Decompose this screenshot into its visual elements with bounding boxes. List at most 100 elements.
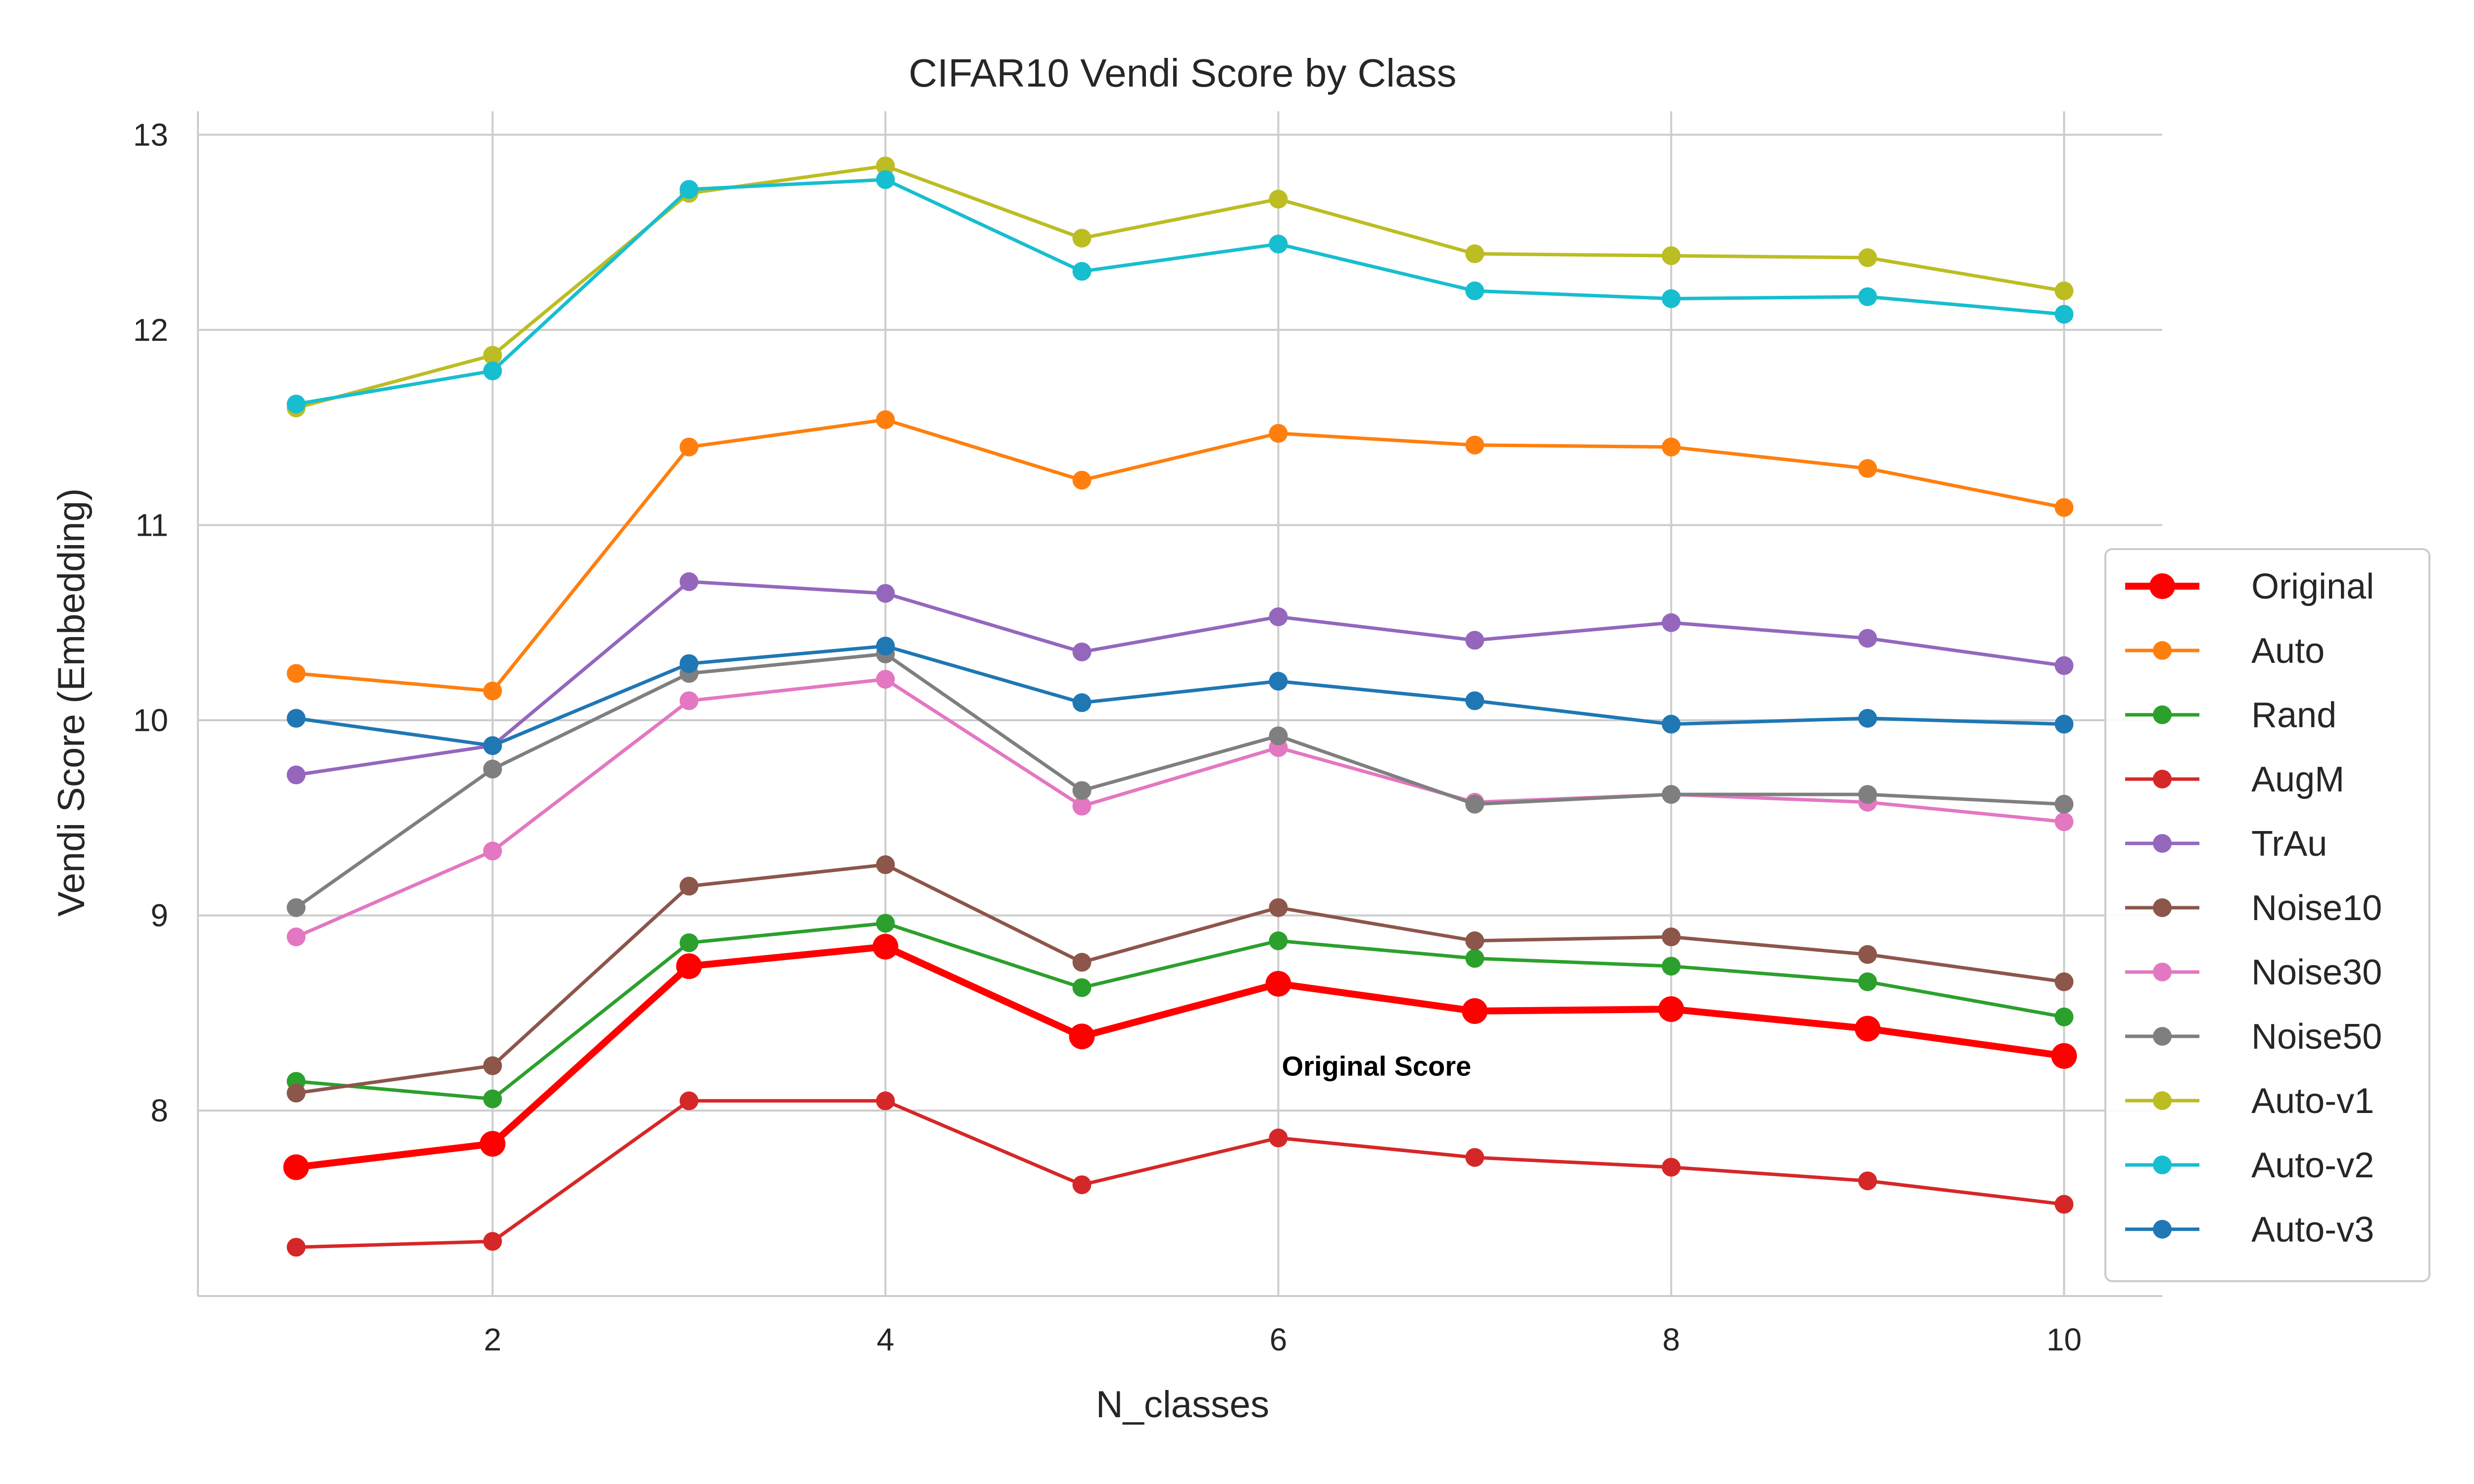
point-auto-v3-5 bbox=[1072, 693, 1092, 712]
series-noise10 bbox=[286, 855, 2074, 1103]
point-trau-5 bbox=[1072, 642, 1092, 661]
point-auto-v2-1 bbox=[286, 394, 306, 414]
point-auto-v3-1 bbox=[286, 709, 306, 728]
line-augm bbox=[296, 1099, 2064, 1249]
legend-item-original: Original bbox=[2125, 567, 2374, 606]
point-auto-2 bbox=[483, 681, 502, 700]
point-trau-3 bbox=[679, 572, 699, 591]
point-noise10-8 bbox=[1662, 928, 1681, 947]
point-noise50-10 bbox=[2054, 794, 2074, 814]
line-auto-v3 bbox=[296, 644, 2064, 747]
point-auto-v3-10 bbox=[2054, 714, 2074, 734]
point-auto-v3-4 bbox=[876, 637, 895, 656]
point-auto-9 bbox=[1858, 459, 1877, 478]
legend-swatch-marker bbox=[2153, 1220, 2172, 1239]
point-auto-v1-2 bbox=[483, 346, 502, 365]
series-augm bbox=[286, 1091, 2074, 1257]
point-noise50-1 bbox=[286, 898, 306, 917]
legend-label: Noise50 bbox=[2251, 1017, 2382, 1057]
series-rand bbox=[286, 914, 2074, 1109]
point-auto-10 bbox=[2054, 498, 2074, 517]
point-auto-v1-9 bbox=[1858, 248, 1877, 267]
point-auto-v1-10 bbox=[2054, 281, 2074, 300]
line-auto-v2 bbox=[295, 178, 2064, 406]
x-tick-label-2: 2 bbox=[484, 1322, 502, 1357]
point-trau-4 bbox=[876, 584, 895, 603]
point-original-10 bbox=[2051, 1043, 2077, 1069]
legend-swatch-marker bbox=[2153, 705, 2172, 724]
point-auto-v1-6 bbox=[1269, 189, 1288, 209]
point-original-3 bbox=[676, 953, 702, 979]
point-rand-9 bbox=[1858, 972, 1877, 991]
point-noise10-1 bbox=[286, 1083, 306, 1103]
legend-item-augm: AugM bbox=[2125, 760, 2344, 799]
point-rand-3 bbox=[679, 933, 699, 952]
legend: Original Auto Rand AugM TrAu Noise10 Noise30 No… bbox=[2104, 548, 2430, 1282]
legend-label: Noise10 bbox=[2251, 888, 2382, 928]
point-original-8 bbox=[1658, 996, 1684, 1022]
legend-label: Auto-v1 bbox=[2251, 1081, 2374, 1121]
point-auto-v3-9 bbox=[1858, 709, 1877, 728]
point-original-5 bbox=[1069, 1023, 1095, 1050]
point-noise10-10 bbox=[2054, 972, 2074, 991]
x-tick-label-6: 6 bbox=[1270, 1322, 1287, 1357]
point-original-2 bbox=[479, 1131, 506, 1157]
point-augm-1 bbox=[286, 1238, 306, 1257]
axes: 2 4 6 8 10 8 9 10 11 12 13 bbox=[133, 111, 2162, 1357]
point-trau-1 bbox=[286, 765, 306, 785]
point-noise30-3 bbox=[679, 691, 699, 710]
legend-swatch-marker bbox=[2153, 963, 2172, 981]
point-auto-v3-3 bbox=[679, 654, 699, 673]
point-augm-5 bbox=[1072, 1175, 1092, 1195]
line-noise30 bbox=[295, 677, 2064, 939]
point-noise10-3 bbox=[679, 877, 699, 896]
legend-swatch-marker bbox=[2153, 770, 2172, 788]
line-auto-v1 bbox=[295, 164, 2065, 410]
point-trau-7 bbox=[1465, 631, 1484, 650]
legend-item-auto-v1: Auto-v1 bbox=[2125, 1081, 2374, 1121]
point-trau-6 bbox=[1269, 607, 1288, 626]
x-tick-label-4: 4 bbox=[877, 1322, 895, 1357]
point-auto-v3-7 bbox=[1465, 691, 1484, 710]
legend-label: Original bbox=[2251, 567, 2374, 606]
legend-swatch-marker bbox=[2153, 834, 2172, 853]
legend-label: Auto-v3 bbox=[2251, 1210, 2374, 1250]
legend-item-auto: Auto bbox=[2125, 631, 2325, 671]
y-tick-label-9: 9 bbox=[150, 898, 168, 933]
point-auto-v3-6 bbox=[1269, 672, 1288, 691]
point-rand-8 bbox=[1662, 957, 1681, 976]
point-original-4 bbox=[872, 933, 899, 960]
point-auto-v2-9 bbox=[1858, 287, 1877, 306]
series-auto-v3 bbox=[286, 637, 2074, 755]
series-original bbox=[283, 933, 2077, 1180]
point-augm-7 bbox=[1465, 1148, 1484, 1167]
point-trau-10 bbox=[2054, 656, 2074, 675]
legend-swatch-marker bbox=[2153, 898, 2172, 917]
annotation-original-score: Original Score bbox=[1282, 1050, 1472, 1081]
point-auto-5 bbox=[1072, 470, 1092, 490]
point-auto-v1-5 bbox=[1072, 229, 1092, 248]
legend-label: Auto-v2 bbox=[2251, 1146, 2374, 1185]
point-original-6 bbox=[1265, 971, 1291, 997]
x-tick-label-10: 10 bbox=[2046, 1322, 2082, 1357]
legend-swatch-marker bbox=[2153, 1091, 2172, 1110]
point-auto-v2-2 bbox=[483, 361, 502, 380]
line-rand bbox=[296, 921, 2065, 1101]
point-noise50-2 bbox=[483, 759, 502, 779]
line-auto bbox=[296, 417, 2065, 693]
point-rand-5 bbox=[1072, 978, 1092, 997]
point-auto-v2-10 bbox=[2054, 305, 2074, 324]
line-original bbox=[295, 943, 2065, 1171]
point-auto-4 bbox=[876, 410, 895, 429]
point-auto-1 bbox=[286, 664, 306, 683]
legend-item-noise50: Noise50 bbox=[2125, 1017, 2382, 1057]
x-axis-label: N_classes bbox=[1096, 1384, 1270, 1426]
series-group bbox=[283, 156, 2077, 1257]
point-rand-7 bbox=[1465, 949, 1484, 968]
point-noise50-9 bbox=[1858, 785, 1877, 804]
point-auto-v3-2 bbox=[483, 736, 502, 755]
point-original-7 bbox=[1462, 998, 1488, 1024]
legend-swatch-marker bbox=[2149, 573, 2175, 599]
